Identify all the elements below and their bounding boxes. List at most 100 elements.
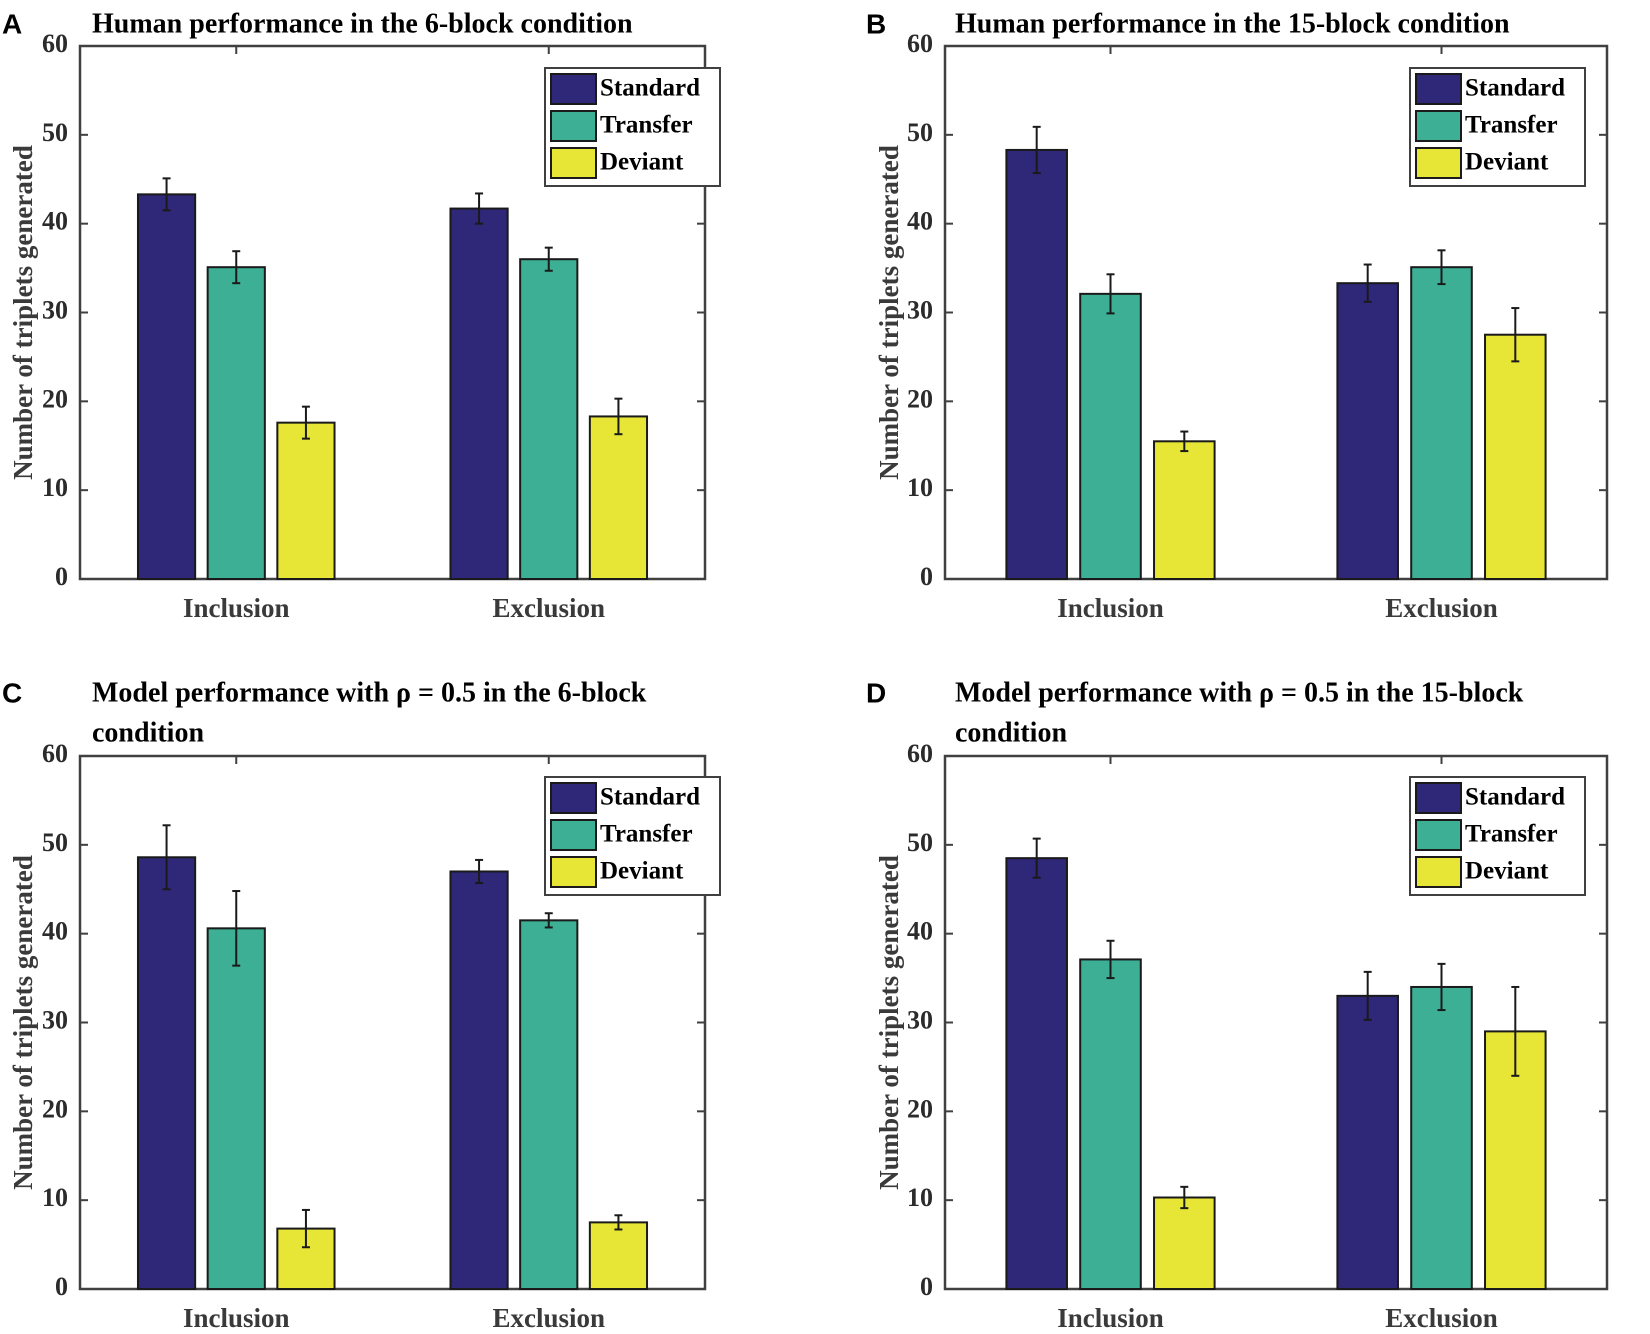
bar-transfer: [519, 919, 579, 1290]
y-tick-label: 30: [42, 1005, 68, 1034]
x-tick-label: Inclusion: [1057, 593, 1164, 623]
legend-swatch-standard: [1415, 73, 1462, 105]
legend: Standard Transfer Deviant: [544, 776, 721, 896]
chart-panel-a: A Human performance in the 6-block condit…: [2, 8, 721, 623]
panel-letter: A: [2, 8, 22, 39]
legend-label: Deviant: [1465, 149, 1549, 176]
y-axis-label: Number of triplets generated: [8, 145, 38, 480]
legend-swatch-transfer: [1415, 819, 1462, 851]
panel-letter: B: [866, 8, 886, 39]
chart-panel-c: C Model performance with ρ = 0.5 in the 6…: [2, 677, 721, 1333]
y-tick-label: 60: [42, 739, 68, 768]
y-tick-label: 60: [907, 29, 933, 58]
legend: Standard Transfer Deviant: [1409, 67, 1586, 187]
y-tick-label: 60: [907, 739, 933, 768]
legend-label: Transfer: [1465, 112, 1558, 139]
chart-title: Human performance in the 6-block conditi…: [92, 8, 633, 39]
y-tick-label: 20: [907, 1094, 933, 1123]
y-tick-label: 40: [42, 207, 68, 236]
y-tick-label: 30: [907, 295, 933, 324]
chart-title: Model performance with ρ = 0.5 in the 15…: [955, 677, 1524, 708]
bar-deviant: [1153, 1196, 1216, 1291]
legend-label: Deviant: [600, 858, 684, 885]
chart-panel-b: B Human performance in the 15-block condi…: [866, 8, 1609, 623]
legend-label: Standard: [600, 784, 700, 811]
y-tick-label: 10: [907, 473, 933, 502]
y-tick-label: 0: [55, 562, 68, 591]
legend-swatch-standard: [1415, 782, 1462, 814]
y-tick-label: 40: [42, 917, 68, 946]
legend-label: Deviant: [600, 149, 684, 176]
y-tick-label: 0: [55, 1272, 68, 1301]
x-tick-label: Exclusion: [492, 1303, 605, 1333]
panel-letter: C: [2, 677, 22, 708]
y-tick-label: 10: [42, 1183, 68, 1212]
legend-swatch-transfer: [550, 110, 597, 142]
y-tick-label: 50: [907, 828, 933, 857]
x-tick-label: Inclusion: [183, 593, 290, 623]
legend-swatch-transfer: [1415, 110, 1462, 142]
bar-transfer: [1079, 958, 1142, 1290]
bar-standard: [1005, 148, 1068, 580]
bar-standard: [1336, 994, 1399, 1290]
y-tick-label: 20: [42, 384, 68, 413]
bar-deviant: [1153, 440, 1216, 580]
chart-panel-d: D Model performance with ρ = 0.5 in the 1…: [866, 677, 1609, 1333]
y-tick-label: 60: [42, 29, 68, 58]
bar-deviant: [588, 1221, 649, 1290]
chart-title: condition: [92, 717, 204, 748]
legend-swatch-standard: [550, 782, 597, 814]
y-axis-label: Number of triplets generated: [8, 855, 38, 1190]
chart-title: condition: [955, 717, 1067, 748]
legend-swatch-deviant: [550, 147, 597, 179]
bar-transfer: [1079, 292, 1142, 580]
legend-label: Standard: [600, 75, 700, 102]
chart-title: Model performance with ρ = 0.5 in the 6-…: [92, 677, 647, 708]
legend-swatch-transfer: [550, 819, 597, 851]
y-tick-label: 20: [907, 384, 933, 413]
bar-transfer: [206, 927, 266, 1290]
y-tick-label: 30: [907, 1005, 933, 1034]
bar-standard: [136, 193, 197, 581]
bar-standard: [449, 207, 509, 580]
x-tick-label: Exclusion: [1385, 1303, 1498, 1333]
x-tick-label: Inclusion: [183, 1303, 290, 1333]
y-tick-label: 0: [920, 1272, 933, 1301]
x-tick-label: Exclusion: [492, 593, 605, 623]
legend-swatch-deviant: [1415, 856, 1462, 888]
legend: Standard Transfer Deviant: [1409, 776, 1586, 896]
bar-transfer: [1410, 266, 1473, 580]
x-tick-label: Exclusion: [1385, 593, 1498, 623]
bar-transfer: [206, 266, 266, 580]
bar-standard: [1005, 857, 1068, 1290]
y-axis-label: Number of triplets generated: [874, 145, 904, 480]
legend-swatch-deviant: [550, 856, 597, 888]
legend: Standard Transfer Deviant: [544, 67, 721, 187]
bar-standard: [449, 870, 509, 1290]
x-tick-label: Inclusion: [1057, 1303, 1164, 1333]
bar-deviant: [1484, 333, 1547, 581]
chart-title: Human performance in the 15-block condit…: [955, 8, 1510, 39]
bar-standard: [136, 856, 197, 1291]
legend-label: Standard: [1465, 75, 1565, 102]
legend-swatch-deviant: [1415, 147, 1462, 179]
bar-transfer: [519, 258, 579, 580]
y-tick-label: 40: [907, 207, 933, 236]
y-tick-label: 50: [42, 118, 68, 147]
y-tick-label: 30: [42, 295, 68, 324]
y-tick-label: 10: [42, 473, 68, 502]
y-tick-label: 0: [920, 562, 933, 591]
y-axis-label: Number of triplets generated: [874, 855, 904, 1190]
y-tick-label: 40: [907, 917, 933, 946]
y-tick-label: 50: [907, 118, 933, 147]
y-tick-label: 20: [42, 1094, 68, 1123]
y-tick-label: 50: [42, 828, 68, 857]
legend-label: Standard: [1465, 784, 1565, 811]
bar-standard: [1336, 282, 1399, 580]
y-tick-label: 10: [907, 1183, 933, 1212]
legend-label: Transfer: [1465, 821, 1558, 848]
legend-label: Transfer: [600, 112, 693, 139]
legend-label: Transfer: [600, 821, 693, 848]
panel-letter: D: [866, 677, 886, 708]
